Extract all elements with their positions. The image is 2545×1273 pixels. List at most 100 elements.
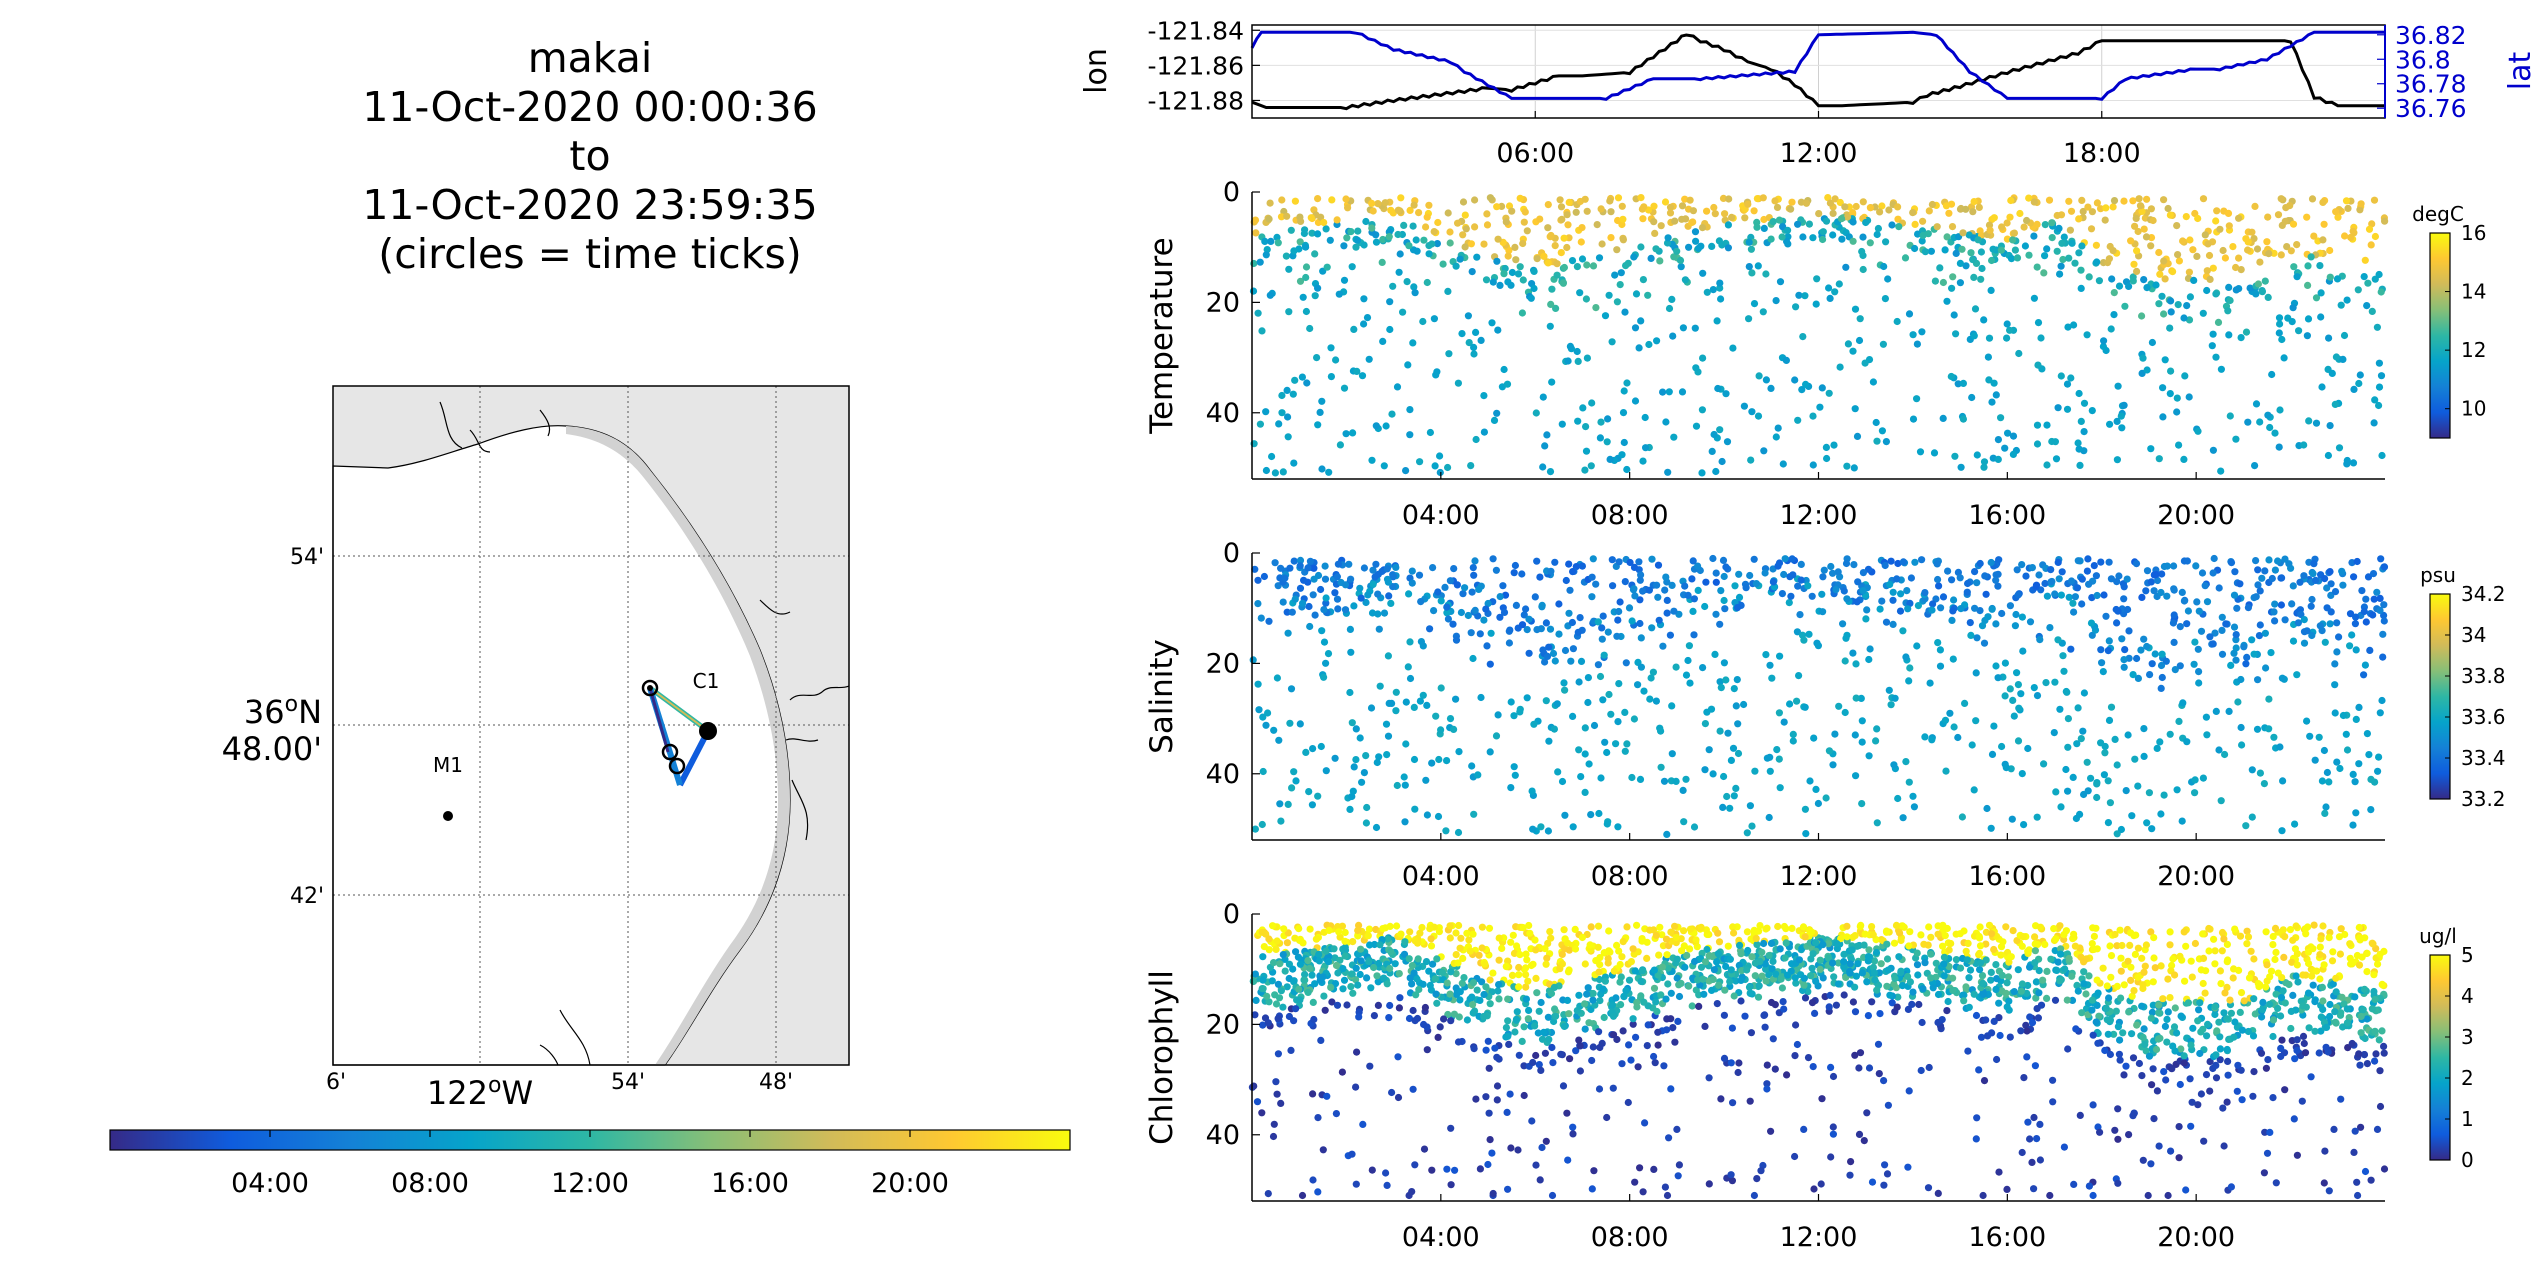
salinity-data-point	[1899, 627, 1907, 635]
temperature-y-tick-label: 20	[1206, 287, 1240, 318]
temperature-data-point	[1769, 218, 1777, 226]
chlorophyll-data-point	[1420, 1020, 1428, 1029]
salinity-data-point	[2013, 566, 2021, 574]
salinity-data-point	[2124, 731, 2132, 739]
temperature-data-point	[2375, 401, 2383, 410]
temperature-data-point	[1619, 215, 1627, 223]
temperature-data-point	[2232, 286, 2240, 294]
salinity-data-point	[1317, 742, 1325, 751]
salinity-data-point	[1334, 560, 1342, 568]
temperature-data-point	[1607, 234, 1615, 242]
chlorophyll-data-point	[1283, 983, 1291, 991]
salinity-data-point	[2194, 645, 2202, 653]
chlorophyll-data-point	[1855, 1130, 1864, 1138]
temperature-data-point	[1544, 201, 1552, 209]
temperature-data-point	[1496, 281, 1504, 289]
chlorophyll-data-point	[1595, 975, 1603, 984]
chlorophyll-data-point	[1638, 967, 1647, 975]
chlorophyll-data-point	[1641, 1119, 1649, 1127]
salinity-data-point	[2198, 569, 2207, 577]
salinity-data-point	[1794, 582, 1802, 590]
temperature-data-point	[1426, 428, 1434, 437]
salinity-data-point	[1419, 691, 1427, 699]
chlorophyll-data-point	[2332, 988, 2340, 996]
chlorophyll-data-point	[1758, 948, 1766, 956]
chlorophyll-data-point	[1860, 1137, 1868, 1145]
chlorophyll-data-point	[1800, 1125, 1808, 1133]
chlorophyll-data-point	[2094, 989, 2102, 997]
temperature-data-point	[2007, 196, 2015, 205]
temperature-data-point	[2377, 372, 2386, 380]
temperature-data-point	[1493, 203, 1501, 211]
temperature-data-point	[1849, 347, 1857, 355]
temperature-data-point	[2160, 196, 2168, 204]
temperature-data-point	[1358, 372, 1367, 380]
chlorophyll-data-point	[1995, 999, 2003, 1007]
salinity-data-point	[2248, 813, 2256, 821]
chlorophyll-data-point	[2088, 1006, 2096, 1014]
salinity-data-point	[1475, 585, 1483, 594]
chlorophyll-data-point	[1572, 1047, 1580, 1055]
temperature-data-point	[1284, 433, 1292, 441]
chlorophyll-data-point	[1623, 923, 1631, 931]
temperature-data-point	[2077, 284, 2085, 292]
salinity-data-point	[1468, 762, 1476, 770]
temperature-data-point	[2060, 233, 2068, 241]
chlorophyll-data-point	[2150, 1115, 2158, 1123]
chlorophyll-data-point	[2310, 921, 2318, 929]
chlorophyll-data-point	[1273, 1090, 1281, 1098]
salinity-data-point	[1722, 676, 1730, 684]
chlorophyll-data-point	[1769, 957, 1777, 966]
salinity-data-point	[1639, 587, 1647, 595]
chlorophyll-data-point	[1917, 1066, 1925, 1075]
temperature-data-point	[1722, 390, 1730, 398]
chlorophyll-data-point	[1532, 946, 1540, 954]
temperature-data-point	[1754, 412, 1763, 420]
salinity-data-point	[1357, 594, 1365, 602]
temperature-data-point	[2045, 196, 2054, 204]
temperature-data-point	[2110, 311, 2118, 319]
chlorophyll-data-point	[1482, 1046, 1490, 1054]
chlorophyll-data-point	[2224, 1057, 2232, 1065]
chlorophyll-data-point	[2035, 989, 2043, 997]
chlorophyll-data-point	[1542, 960, 1550, 968]
temperature-data-point	[2251, 202, 2259, 210]
salinity-data-point	[1679, 786, 1687, 795]
chlorophyll-data-point	[1459, 954, 1467, 963]
salinity-data-point	[1733, 604, 1742, 612]
chlorophyll-data-point	[1748, 953, 1756, 961]
salinity-data-point	[2237, 675, 2245, 684]
salinity-data-point	[1614, 823, 1622, 831]
chlorophyll-data-point	[2279, 987, 2287, 995]
temperature-data-point	[1354, 236, 1362, 244]
temperature-data-point	[1642, 444, 1650, 452]
salinity-data-point	[1775, 709, 1783, 717]
temperature-data-point	[2129, 273, 2137, 281]
chlorophyll-data-point	[2114, 1135, 2122, 1143]
chlorophyll-data-point	[1982, 956, 1990, 964]
salinity-data-point	[1522, 605, 1530, 613]
salinity-data-point	[1787, 592, 1795, 600]
temperature-data-point	[2164, 204, 2172, 213]
salinity-data-point	[2085, 580, 2093, 588]
salinity-data-point	[1528, 787, 1536, 795]
chlorophyll-data-point	[2250, 1068, 2258, 1076]
chlorophyll-data-point	[2338, 993, 2346, 1002]
chlorophyll-data-point	[2106, 942, 2114, 950]
salinity-data-point	[1467, 629, 1475, 637]
chlorophyll-data-point	[1581, 960, 1589, 968]
chlorophyll-data-point	[1924, 1184, 1933, 1192]
temperature-data-point	[2185, 393, 2193, 401]
temperature-data-point	[1284, 413, 1292, 421]
chlorophyll-data-point	[1888, 999, 1896, 1007]
chlorophyll-data-point	[2186, 1075, 2194, 1083]
chlorophyll-data-point	[1824, 940, 1833, 948]
temperature-data-point	[1716, 426, 1724, 434]
temperature-data-point	[2107, 325, 2115, 333]
temperature-data-point	[1266, 291, 1274, 299]
salinity-data-point	[2010, 712, 2018, 720]
salinity-data-point	[2232, 636, 2240, 644]
chlorophyll-data-point	[1532, 1051, 1540, 1060]
chlorophyll-data-point	[1349, 989, 1357, 997]
temperature-data-point	[1393, 383, 1402, 391]
